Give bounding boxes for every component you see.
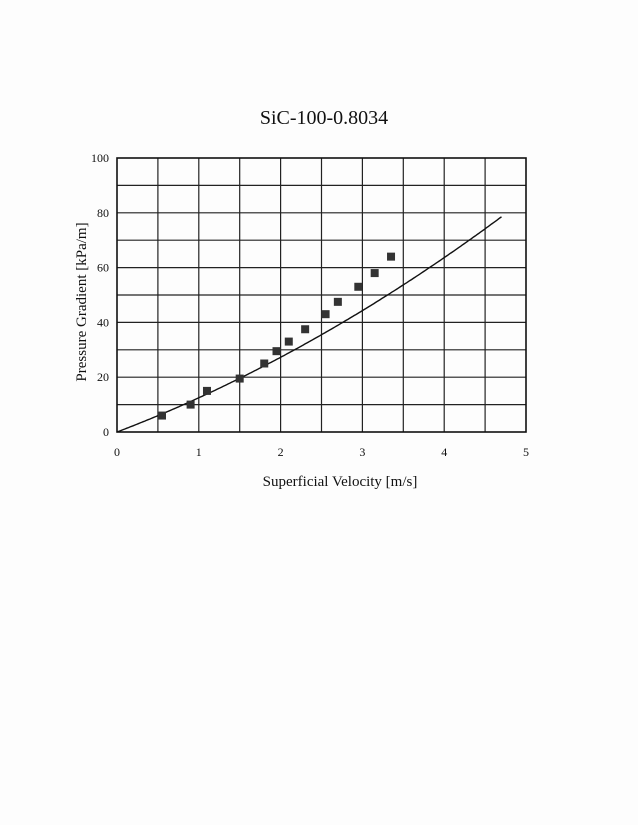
- y-axis-label: Pressure Gradient [kPa/m]: [74, 222, 90, 381]
- data-point: [370, 269, 379, 278]
- data-point: [321, 310, 330, 319]
- y-tick-label: 20: [97, 370, 109, 384]
- y-tick-label: 40: [97, 315, 109, 329]
- x-tick-label: 5: [523, 445, 529, 459]
- data-point: [284, 337, 293, 346]
- y-tick-label: 80: [97, 206, 109, 220]
- y-tick-label: 100: [91, 151, 109, 165]
- data-point: [235, 374, 244, 383]
- x-tick-label: 0: [114, 445, 120, 459]
- x-tick-label: 4: [441, 445, 447, 459]
- fit-curve-layer: [116, 216, 502, 433]
- x-tick-label: 3: [359, 445, 365, 459]
- data-point: [272, 347, 281, 356]
- tick-labels: 0 1 2 3 4 5 0 20 40 60 80 100: [91, 151, 529, 459]
- chart-title: SiC-100-0.8034: [260, 107, 388, 129]
- grid: [117, 158, 526, 432]
- y-tick-label: 0: [103, 425, 109, 439]
- data-point: [260, 359, 269, 368]
- data-point: [333, 297, 342, 306]
- data-point: [354, 282, 363, 291]
- x-tick-label: 1: [196, 445, 202, 459]
- plot-frame: [116, 157, 527, 433]
- data-point: [202, 386, 211, 395]
- x-axis-label: Superficial Velocity [m/s]: [263, 474, 418, 490]
- x-tick-label: 2: [278, 445, 284, 459]
- data-point: [301, 325, 310, 334]
- data-point: [157, 411, 166, 420]
- fit-curve: [116, 216, 502, 433]
- data-points: [157, 252, 396, 420]
- data-point: [186, 400, 195, 409]
- y-tick-label: 60: [97, 261, 109, 275]
- data-point: [387, 252, 396, 261]
